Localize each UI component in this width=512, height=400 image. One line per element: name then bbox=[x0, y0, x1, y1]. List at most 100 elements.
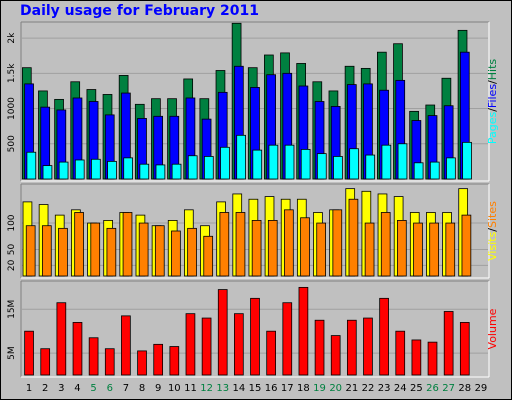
bar-volume-day-10 bbox=[169, 346, 180, 376]
day-label-7: 7 bbox=[123, 383, 129, 394]
legend-files: Files bbox=[486, 84, 499, 108]
bar-sites-day-17 bbox=[284, 209, 294, 277]
bar-volume-day-19 bbox=[314, 319, 325, 376]
day-label-3: 3 bbox=[58, 383, 64, 394]
bar-pages-day-23 bbox=[381, 144, 392, 180]
bar-pages-day-3 bbox=[58, 161, 69, 180]
bar-volume-day-17 bbox=[282, 302, 293, 376]
legend-separator: / bbox=[486, 108, 499, 112]
bar-pages-day-12 bbox=[204, 156, 214, 180]
bar-sites-day-4 bbox=[74, 212, 84, 277]
bar-sites-day-15 bbox=[251, 220, 262, 277]
day-label-17: 17 bbox=[281, 383, 294, 394]
day-label-23: 23 bbox=[378, 383, 391, 394]
bar-volume-day-20 bbox=[330, 335, 341, 376]
legend-volume: Volume bbox=[486, 308, 499, 349]
bar-volume-day-4 bbox=[72, 322, 83, 376]
bar-volume-day-5 bbox=[88, 337, 99, 376]
bar-volume-day-12 bbox=[201, 317, 212, 376]
bar-sites-day-6 bbox=[106, 227, 117, 277]
panel-1-tick-label: 50 bbox=[7, 244, 17, 256]
bar-pages-day-18 bbox=[300, 149, 311, 180]
bar-volume-day-1 bbox=[24, 330, 34, 376]
legend-pages: Pages bbox=[486, 112, 499, 145]
bar-sites-day-16 bbox=[267, 220, 278, 277]
bar-sites-day-2 bbox=[41, 225, 52, 277]
bar-sites-day-26 bbox=[429, 222, 439, 277]
bar-sites-day-3 bbox=[58, 227, 68, 277]
bar-volume-day-7 bbox=[121, 315, 131, 376]
day-label-12: 12 bbox=[200, 383, 213, 394]
bar-sites-day-19 bbox=[316, 222, 327, 277]
bar-volume-day-22 bbox=[363, 317, 373, 376]
bar-pages-day-13 bbox=[220, 146, 230, 180]
bar-pages-day-24 bbox=[397, 143, 408, 180]
legend-hits: Hits bbox=[486, 59, 499, 81]
bar-pages-day-28 bbox=[462, 141, 472, 180]
bar-pages-day-10 bbox=[171, 163, 182, 180]
panel-0-tick-label: 1000 bbox=[7, 97, 17, 120]
bar-volume-day-18 bbox=[298, 286, 309, 376]
bar-sites-day-14 bbox=[235, 212, 246, 277]
bar-sites-day-21 bbox=[348, 198, 359, 277]
bar-volume-day-15 bbox=[250, 297, 260, 376]
bar-pages-day-5 bbox=[91, 158, 101, 180]
bar-pages-day-9 bbox=[155, 164, 166, 180]
day-label-15: 15 bbox=[249, 383, 262, 394]
bar-volume-day-3 bbox=[56, 302, 67, 376]
bar-volume-day-9 bbox=[153, 343, 164, 376]
day-label-19: 19 bbox=[313, 383, 326, 394]
bar-pages-day-17 bbox=[284, 144, 295, 180]
day-label-25: 25 bbox=[410, 383, 423, 394]
bar-sites-day-10 bbox=[171, 230, 181, 277]
bar-volume-day-16 bbox=[266, 330, 276, 376]
bar-volume-day-2 bbox=[40, 348, 51, 376]
day-label-11: 11 bbox=[184, 383, 197, 394]
legend-separator: / bbox=[486, 228, 499, 232]
panel-1-legend: Visits/Sites bbox=[486, 201, 499, 261]
bar-volume-day-21 bbox=[346, 319, 357, 376]
day-label-22: 22 bbox=[362, 383, 375, 394]
legend-sites: Sites bbox=[486, 201, 499, 228]
day-label-6: 6 bbox=[107, 383, 113, 394]
bar-sites-day-22 bbox=[364, 222, 375, 277]
panel-0-tick-label: 1.5k bbox=[7, 63, 17, 83]
bar-sites-day-1 bbox=[25, 225, 36, 277]
bar-pages-day-11 bbox=[187, 155, 198, 180]
bar-sites-day-20 bbox=[332, 209, 343, 277]
bar-pages-day-16 bbox=[268, 144, 279, 180]
bar-pages-day-20 bbox=[333, 156, 343, 180]
bar-pages-day-14 bbox=[236, 134, 246, 180]
day-label-20: 20 bbox=[329, 383, 342, 394]
bar-sites-day-8 bbox=[138, 222, 149, 277]
bar-volume-day-13 bbox=[217, 289, 228, 376]
bar-pages-day-6 bbox=[107, 160, 117, 180]
bar-pages-day-2 bbox=[42, 165, 53, 180]
bar-volume-day-24 bbox=[395, 330, 406, 376]
bar-pages-day-7 bbox=[123, 157, 133, 180]
bar-volume-day-25 bbox=[411, 339, 422, 376]
bar-volume-day-27 bbox=[443, 311, 454, 376]
day-label-14: 14 bbox=[232, 383, 245, 394]
bar-pages-day-1 bbox=[26, 151, 37, 180]
panel-2-tick-label: 15M bbox=[7, 300, 17, 319]
day-label-29: 29 bbox=[475, 383, 488, 394]
bar-sites-day-25 bbox=[413, 222, 423, 277]
bar-sites-day-11 bbox=[187, 227, 197, 277]
bar-volume-day-6 bbox=[104, 348, 115, 376]
panel-2-tick-label: 5M bbox=[7, 346, 17, 360]
day-label-16: 16 bbox=[265, 383, 278, 394]
day-label-21: 21 bbox=[345, 383, 358, 394]
day-label-8: 8 bbox=[139, 383, 145, 394]
bar-volume-day-28 bbox=[459, 322, 470, 376]
bar-volume-day-23 bbox=[379, 297, 389, 376]
panel-0-tick-label: 2k bbox=[7, 32, 17, 44]
panel-2-legend: Volume bbox=[486, 308, 499, 349]
day-label-9: 9 bbox=[155, 383, 161, 394]
bar-pages-day-21 bbox=[349, 148, 359, 180]
day-label-28: 28 bbox=[458, 383, 471, 394]
day-label-13: 13 bbox=[216, 383, 229, 394]
legend-visits: Visits bbox=[486, 231, 499, 260]
bar-sites-day-13 bbox=[219, 212, 230, 277]
